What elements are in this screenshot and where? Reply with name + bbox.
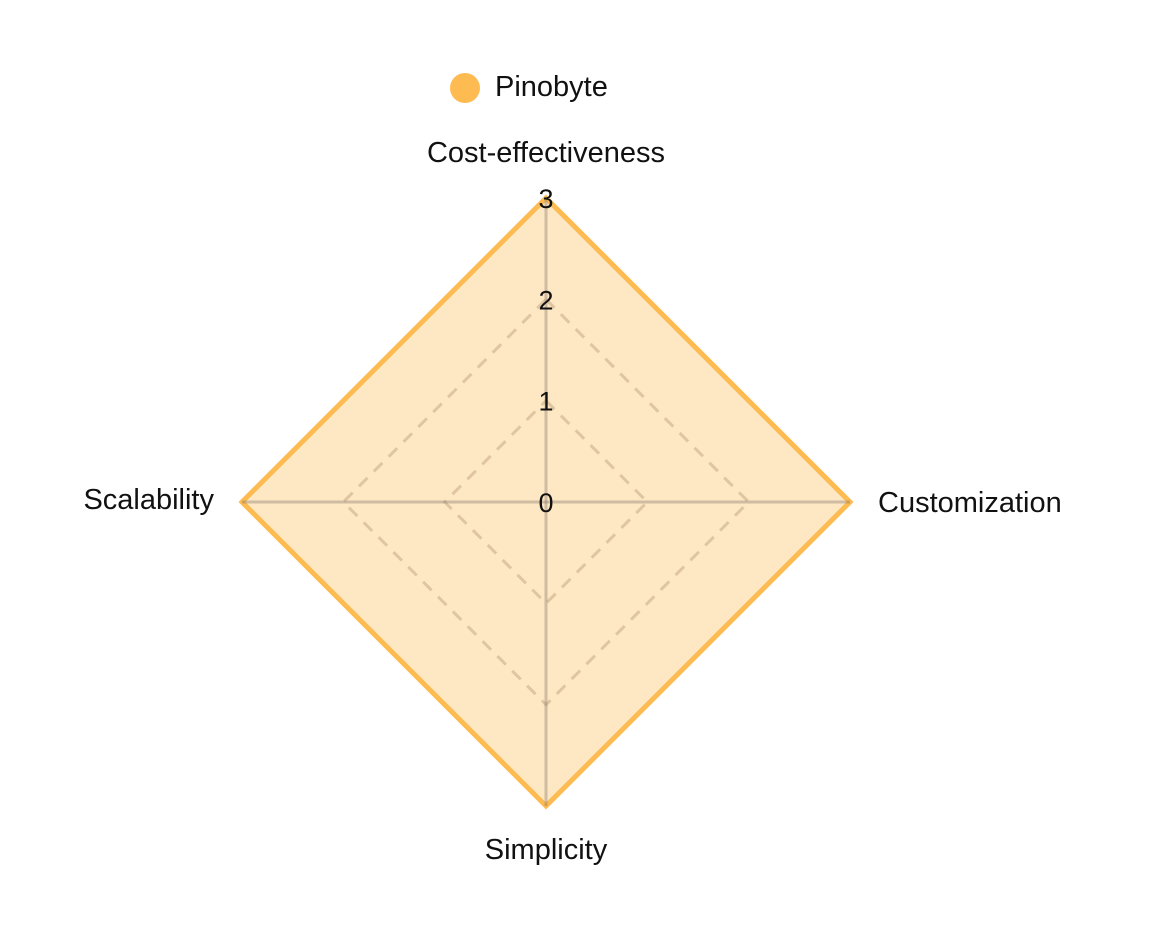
axis-label-simplicity: Simplicity: [485, 834, 608, 866]
legend: Pinobyte: [450, 71, 608, 103]
axis-label-customization: Customization: [878, 487, 1062, 519]
axis-label-cost-effectiveness: Cost-effectiveness: [427, 137, 665, 169]
tick-label-1: 1: [538, 387, 553, 417]
tick-label-0: 0: [538, 488, 553, 518]
grid-ring-2: [341, 297, 751, 707]
axis-lines: [242, 198, 850, 806]
tick-label-3: 3: [538, 184, 553, 214]
axis-labels: Cost-effectiveness Customization Simplicit…: [83, 137, 1061, 866]
axis-label-scalability: Scalability: [83, 484, 214, 516]
grid: [341, 297, 751, 707]
tick-labels: 0 1 2 3: [538, 184, 553, 518]
tick-label-2: 2: [538, 285, 553, 315]
series-layer: [238, 194, 854, 810]
legend-marker-pinobyte: [450, 73, 480, 103]
grid-ring-1: [442, 398, 650, 606]
legend-label-pinobyte: Pinobyte: [495, 71, 608, 103]
